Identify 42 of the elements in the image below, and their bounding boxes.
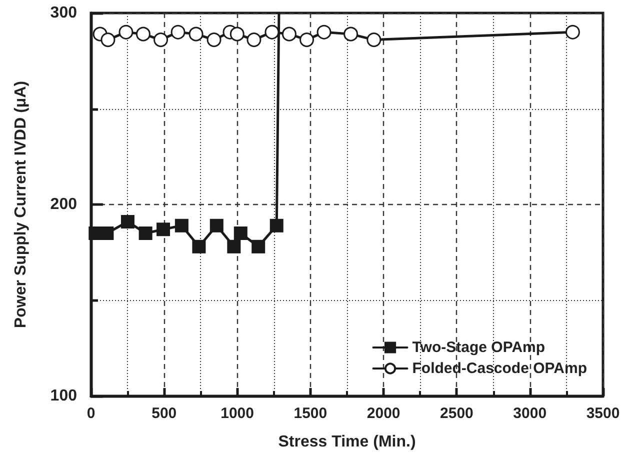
point bbox=[300, 32, 314, 48]
x-tick-label: 2000 bbox=[366, 405, 400, 422]
y-tick-label: 300 bbox=[50, 4, 78, 22]
point bbox=[246, 32, 262, 48]
point bbox=[170, 24, 186, 40]
y-tick-label: 100 bbox=[50, 388, 78, 404]
point bbox=[100, 226, 114, 240]
x-tick-label: 500 bbox=[152, 405, 177, 422]
y-tick-label: 200 bbox=[50, 196, 78, 213]
point bbox=[565, 24, 580, 40]
point bbox=[192, 240, 206, 254]
point bbox=[264, 24, 280, 40]
point bbox=[316, 24, 332, 40]
x-tick-label: 1000 bbox=[220, 405, 254, 422]
point bbox=[210, 218, 224, 232]
legend-label: Folded-Cascode OPAmp bbox=[412, 360, 588, 377]
x-tick-label: 1500 bbox=[294, 405, 328, 422]
x-tick-label: 3000 bbox=[513, 405, 547, 422]
point bbox=[154, 32, 168, 48]
x-tick-label: 3500 bbox=[586, 405, 620, 422]
point bbox=[282, 26, 296, 42]
point bbox=[206, 32, 222, 48]
legend-label: Two-Stage OPAmp bbox=[412, 339, 546, 356]
point bbox=[188, 26, 204, 42]
x-axis-title: Stress Time (Min.) bbox=[278, 434, 416, 450]
point bbox=[138, 226, 152, 240]
point bbox=[120, 214, 134, 228]
point bbox=[136, 26, 150, 42]
point bbox=[252, 240, 266, 254]
point bbox=[270, 218, 284, 232]
point bbox=[118, 24, 134, 40]
point bbox=[230, 26, 244, 42]
point bbox=[227, 240, 241, 254]
point bbox=[156, 222, 170, 236]
x-tick-label: 0 bbox=[86, 405, 96, 422]
point bbox=[100, 32, 116, 48]
x-tick-label: 2500 bbox=[440, 405, 474, 422]
point bbox=[366, 32, 382, 48]
point bbox=[234, 226, 248, 240]
y-axis-title: Power Supply Current IVDD (μA) bbox=[12, 80, 30, 328]
point bbox=[344, 26, 358, 42]
point bbox=[174, 218, 188, 232]
